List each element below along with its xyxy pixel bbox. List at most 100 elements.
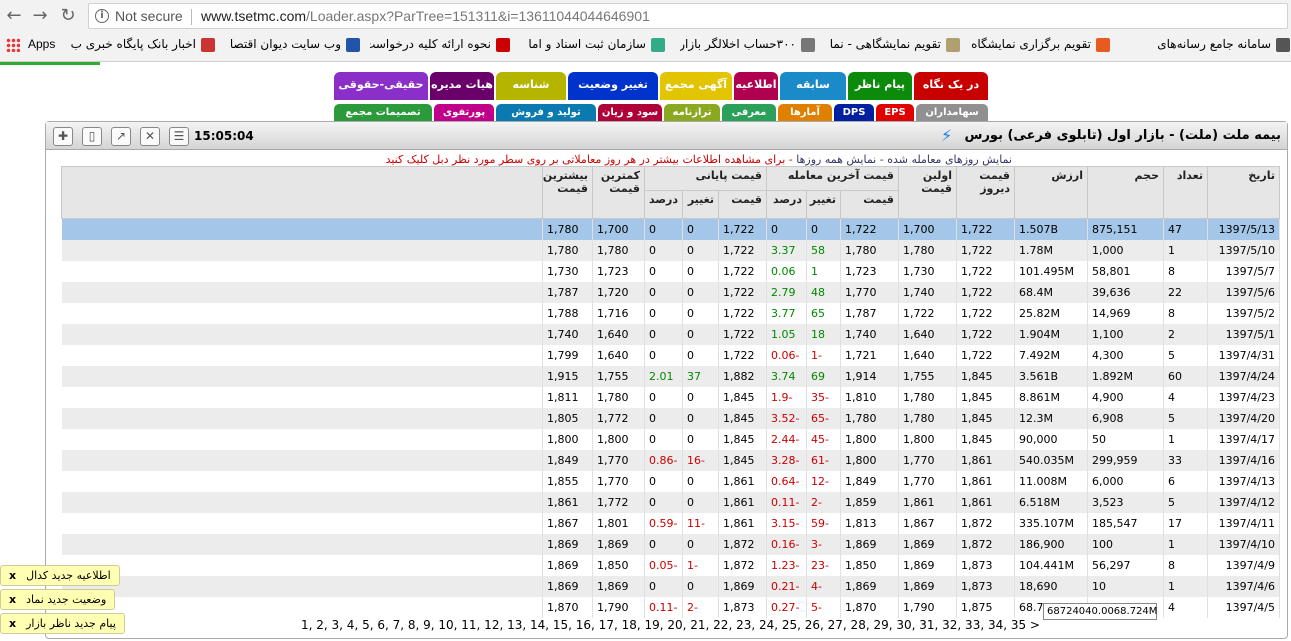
document-icon[interactable]: ▯: [82, 127, 102, 146]
tab-row2[interactable]: سهامداران: [916, 104, 988, 122]
tab-row2[interactable]: DPS: [834, 104, 874, 122]
tab-row1[interactable]: در یک نگاه: [914, 72, 988, 100]
export-icon[interactable]: ↗: [111, 127, 131, 146]
tab-row1[interactable]: اطلاعیه: [734, 72, 778, 100]
tab-row2[interactable]: سود و زیان: [598, 104, 662, 122]
table-cell: 1,722: [718, 302, 767, 324]
table-cell: 48: [806, 281, 841, 303]
close-icon[interactable]: x: [9, 569, 17, 582]
close-icon[interactable]: x: [9, 617, 17, 630]
table-row[interactable]: 1397/4/13 6 6,000 11.008M 1,861 1,770 1,849 -12…: [61, 470, 1280, 492]
table-row[interactable]: 1397/4/6 1 10 18,690 1,873 1,869 1,869 -4 -0.21 1…: [61, 575, 1280, 597]
back-arrow-icon[interactable]: ←: [6, 5, 22, 26]
bookmark-item[interactable]: نحوه ارائه کلیه درخواست: [370, 37, 510, 55]
table-row[interactable]: 1397/4/10 1 100 186,900 1,872 1,869 1,869 -3 -0.…: [61, 533, 1280, 555]
list-icon[interactable]: ☰: [169, 127, 189, 146]
col-max[interactable]: بیشترین قیمت: [542, 166, 593, 219]
col-final-pct[interactable]: درصد: [644, 190, 683, 219]
table-cell: 1,722: [718, 260, 767, 282]
notification-toast[interactable]: وضعیت جدید نماد x: [0, 589, 116, 610]
bookmark-item[interactable]: اخبار بانک پایگاه خبری ب: [65, 37, 215, 55]
table-cell: -1: [806, 344, 841, 366]
table-row[interactable]: 1397/5/7 8 58,801 101.495M 1,722 1,730 1,723 1 0…: [61, 260, 1280, 282]
bookmark-item[interactable]: تقویم برگزاری نمایشگاه: [970, 37, 1110, 55]
notification-toast[interactable]: اطلاعیه جدید کدال x: [0, 565, 120, 586]
table-cell: 47: [1163, 218, 1208, 240]
forward-arrow-icon[interactable]: →: [32, 5, 48, 26]
table-row[interactable]: 1397/4/24 60 1.892M 3.561B 1,845 1,755 1,914 69…: [61, 365, 1280, 387]
divider: [191, 9, 192, 25]
col-value[interactable]: ارزش: [1014, 166, 1088, 219]
close-icon[interactable]: x: [9, 593, 17, 606]
chart-icon[interactable]: ✕: [140, 127, 160, 146]
col-yesterday[interactable]: قیمت دیروز: [956, 166, 1015, 219]
table-row[interactable]: 1397/4/16 33 299,959 540.035M 1,861 1,770 1,80…: [61, 449, 1280, 471]
tab-row2[interactable]: آمارها: [778, 104, 832, 122]
tab-row1[interactable]: حقیقی-حقوقی: [334, 72, 428, 100]
address-bar[interactable]: i Not secure www.tsetmc.com/Loader.aspx?…: [88, 3, 1288, 29]
col-last-pct[interactable]: درصد: [766, 190, 807, 219]
bookmark-item[interactable]: سامانه جامع رسانه‌های: [1120, 37, 1290, 55]
table-row[interactable]: 1397/5/1 2 1,100 1.904M 1,722 1,640 1,740 18 1.0…: [61, 323, 1280, 345]
tab-row2[interactable]: پورتفوی: [434, 104, 494, 122]
tab-row2[interactable]: تولید و فروش: [496, 104, 596, 122]
col-volume[interactable]: حجم: [1087, 166, 1164, 219]
table-cell: 1,700: [592, 218, 645, 240]
tab-row1[interactable]: سابقه: [780, 72, 846, 100]
history-panel: ✚ ▯ ↗ ✕ ☰ 15:05:04 ⚡ بیمه ملت (ملت) - با…: [45, 121, 1288, 639]
table-row[interactable]: 1397/4/11 17 185,547 335.107M 1,872 1,867 1,81…: [61, 512, 1280, 534]
browser-chrome: ← → ↻ i Not secure www.tsetmc.com/Loader…: [0, 0, 1291, 62]
tab-row2[interactable]: تصمیمات مجمع: [334, 104, 432, 122]
bookmark-item[interactable]: سازمان ثبت اسناد و اما: [520, 37, 665, 55]
url-text[interactable]: www.tsetmc.com/Loader.aspx?ParTree=15131…: [201, 8, 650, 24]
reload-icon[interactable]: ↻: [60, 5, 76, 26]
col-last-change[interactable]: تغییر: [806, 190, 841, 219]
table-cell: 0: [682, 470, 719, 492]
col-date[interactable]: تاریخ: [1207, 166, 1280, 219]
col-first[interactable]: اولین قیمت: [898, 166, 957, 219]
bookmark-item[interactable]: وب سایت دیوان اقتصا: [230, 37, 360, 55]
show-days-links[interactable]: نمایش روزهای معامله شده - نمایش همه روزه…: [796, 153, 1012, 166]
col-last-price[interactable]: قیمت: [840, 190, 899, 219]
table-row[interactable]: 1397/5/13 47 875,151 1.507B 1,722 1,700 1,722 0…: [61, 218, 1280, 240]
table-cell: 1: [806, 260, 841, 282]
table-row[interactable]: 1397/4/9 8 56,297 104.441M 1,873 1,869 1,850 -2…: [61, 554, 1280, 576]
table-row[interactable]: 1397/5/10 1 1,000 1.78M 1,722 1,780 1,780 58 3.3…: [61, 239, 1280, 261]
bookmark-item[interactable]: تقویم نمایشگاهی - نما: [830, 37, 960, 55]
col-final-change[interactable]: تغییر: [682, 190, 719, 219]
tab-row2[interactable]: EPS: [876, 104, 914, 122]
col-count[interactable]: تعداد: [1163, 166, 1208, 219]
table-row[interactable]: 1397/4/23 4 4,900 8.861M 1,845 1,780 1,810 -35-…: [61, 386, 1280, 408]
tab-row1[interactable]: تغییر وضعیت: [568, 72, 658, 100]
table-cell: 1397/4/24: [1207, 365, 1280, 387]
table-cell: 0: [682, 491, 719, 513]
table-cell: 1,915: [542, 365, 593, 387]
table-cell: 1,800: [898, 428, 957, 450]
tab-row1[interactable]: هیات مدیره: [430, 72, 494, 100]
apps-bookmark[interactable]: Apps: [6, 37, 55, 52]
tab-row1[interactable]: پیام ناظر: [848, 72, 912, 100]
info-icon[interactable]: i: [95, 9, 109, 23]
table-cell: 1,722: [956, 218, 1015, 240]
page-links[interactable]: 1, 2, 3, 4, 5, 6, 7, 8, 9, 10, 11, 12, 1…: [301, 618, 1040, 632]
col-final-price[interactable]: قیمت: [718, 190, 767, 219]
table-row[interactable]: 1397/4/17 1 50 90,000 1,845 1,800 1,800 -45 -2.4…: [61, 428, 1280, 450]
tab-row2[interactable]: معرفی: [722, 104, 776, 122]
table-cell: 8: [1163, 554, 1208, 576]
table-cell: 6.518M: [1014, 491, 1088, 513]
add-icon[interactable]: ✚: [53, 127, 73, 146]
col-min[interactable]: کمترین قیمت: [592, 166, 645, 219]
notification-toast[interactable]: پیام جدید ناظر بازار x: [0, 613, 125, 634]
table-cell-filler: [61, 239, 543, 261]
tab-row2[interactable]: ترازنامه: [664, 104, 720, 122]
table-row[interactable]: 1397/4/31 5 4,300 7.492M 1,722 1,640 1,721 -1 -0…: [61, 344, 1280, 366]
tab-row1[interactable]: آگهی مجمع: [660, 72, 732, 100]
table-row[interactable]: 1397/5/6 22 39,636 68.4M 1,722 1,740 1,770 48 2.…: [61, 281, 1280, 303]
table-row[interactable]: 1397/4/20 5 6,908 12.3M 1,845 1,780 1,780 -65 -3…: [61, 407, 1280, 429]
pager[interactable]: 1, 2, 3, 4, 5, 6, 7, 8, 9, 10, 11, 12, 1…: [301, 618, 1040, 632]
table-cell: 1,861: [542, 491, 593, 513]
tab-row1[interactable]: شناسه: [496, 72, 566, 100]
bookmark-item[interactable]: ۳۰۰حساب اخلالگر بازار: [680, 37, 815, 55]
table-row[interactable]: 1397/5/2 8 14,969 25.82M 1,722 1,722 1,787 65 3.…: [61, 302, 1280, 324]
table-row[interactable]: 1397/4/12 5 3,523 6.518M 1,861 1,861 1,859 -2 -0…: [61, 491, 1280, 513]
